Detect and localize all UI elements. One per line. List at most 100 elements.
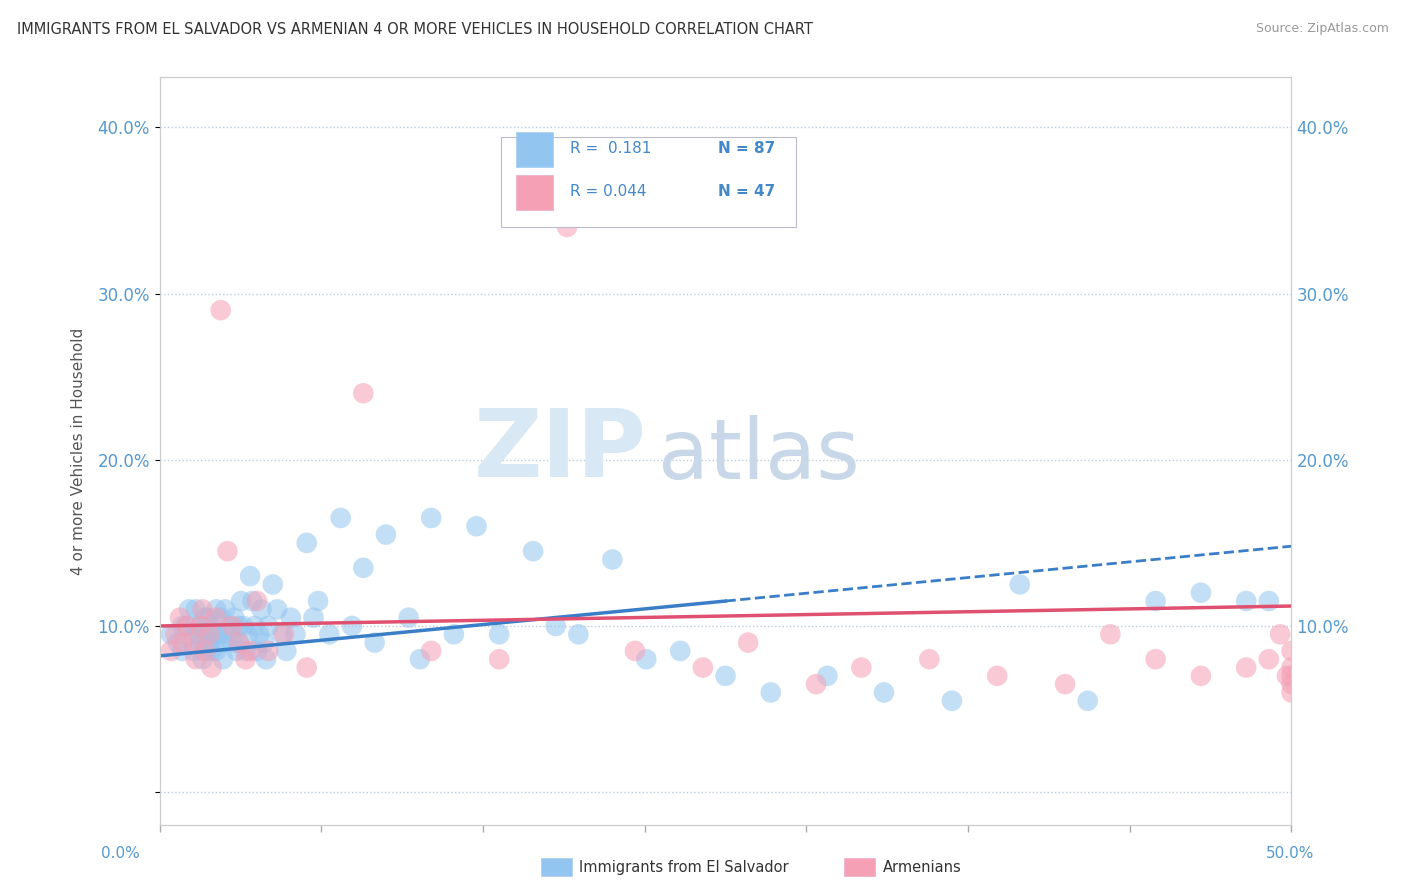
Point bbox=[262, 577, 284, 591]
Text: IMMIGRANTS FROM EL SALVADOR VS ARMENIAN 4 OR MORE VEHICLES IN HOUSEHOLD CORRELAT: IMMIGRANTS FROM EL SALVADOR VS ARMENIAN … bbox=[17, 22, 813, 37]
Point bbox=[228, 635, 250, 649]
Point bbox=[257, 619, 280, 633]
Point bbox=[176, 619, 198, 633]
Point bbox=[352, 561, 374, 575]
Point bbox=[246, 594, 269, 608]
Point bbox=[1189, 586, 1212, 600]
Point bbox=[488, 627, 510, 641]
Point bbox=[229, 594, 252, 608]
Point bbox=[191, 602, 214, 616]
Point bbox=[239, 569, 262, 583]
Point bbox=[183, 635, 205, 649]
Point bbox=[409, 652, 432, 666]
Point bbox=[236, 627, 259, 641]
FancyBboxPatch shape bbox=[516, 132, 554, 167]
Point bbox=[1099, 627, 1122, 641]
Point bbox=[851, 660, 873, 674]
Point bbox=[172, 635, 194, 649]
Text: Source: ZipAtlas.com: Source: ZipAtlas.com bbox=[1256, 22, 1389, 36]
Point bbox=[176, 619, 198, 633]
Point bbox=[1281, 677, 1303, 691]
Point bbox=[191, 652, 214, 666]
Point bbox=[184, 602, 207, 616]
Point bbox=[1275, 669, 1298, 683]
Point bbox=[253, 635, 276, 649]
Point bbox=[873, 685, 896, 699]
Text: R =  0.181: R = 0.181 bbox=[571, 141, 652, 156]
Point bbox=[941, 694, 963, 708]
Point bbox=[188, 619, 211, 633]
Point bbox=[242, 594, 264, 608]
Point bbox=[257, 644, 280, 658]
Point bbox=[198, 627, 221, 641]
Point bbox=[352, 386, 374, 401]
Point bbox=[1257, 652, 1279, 666]
Point bbox=[247, 627, 270, 641]
Point bbox=[235, 644, 257, 658]
Point bbox=[160, 644, 183, 658]
Point bbox=[1257, 594, 1279, 608]
Point bbox=[986, 669, 1008, 683]
Point bbox=[184, 652, 207, 666]
Point bbox=[1268, 627, 1291, 641]
Text: N = 87: N = 87 bbox=[717, 141, 775, 156]
Point bbox=[209, 303, 232, 318]
Point bbox=[363, 635, 385, 649]
Point bbox=[804, 677, 827, 691]
Point bbox=[205, 602, 228, 616]
Point bbox=[212, 635, 235, 649]
Point bbox=[295, 660, 318, 674]
Point bbox=[194, 644, 217, 658]
Point bbox=[636, 652, 658, 666]
Point bbox=[302, 610, 325, 624]
Point bbox=[737, 635, 759, 649]
Point bbox=[183, 644, 205, 658]
Point bbox=[624, 644, 647, 658]
Point bbox=[228, 619, 250, 633]
Point bbox=[246, 644, 269, 658]
Point bbox=[1281, 669, 1303, 683]
Point bbox=[375, 527, 398, 541]
Point bbox=[1234, 594, 1257, 608]
Point bbox=[207, 627, 229, 641]
Point bbox=[1144, 652, 1167, 666]
FancyBboxPatch shape bbox=[516, 175, 554, 210]
Point bbox=[714, 669, 737, 683]
Point bbox=[202, 627, 225, 641]
Point bbox=[172, 644, 194, 658]
Point bbox=[318, 627, 340, 641]
Point bbox=[1077, 694, 1099, 708]
Point bbox=[465, 519, 488, 533]
Point bbox=[166, 635, 188, 649]
Point bbox=[172, 619, 194, 633]
Point bbox=[273, 627, 295, 641]
Point bbox=[270, 627, 292, 641]
Point bbox=[1281, 660, 1303, 674]
Point bbox=[239, 644, 262, 658]
Text: ZIP: ZIP bbox=[474, 406, 647, 498]
Point bbox=[295, 536, 318, 550]
Text: atlas: atlas bbox=[658, 415, 859, 496]
Text: R = 0.044: R = 0.044 bbox=[571, 185, 647, 200]
Point bbox=[266, 602, 288, 616]
Point bbox=[602, 552, 624, 566]
Text: N = 47: N = 47 bbox=[717, 185, 775, 200]
Point bbox=[815, 669, 838, 683]
Point bbox=[488, 652, 510, 666]
Text: Immigrants from El Salvador: Immigrants from El Salvador bbox=[579, 860, 789, 874]
Point bbox=[1281, 685, 1303, 699]
Point bbox=[420, 644, 443, 658]
Point bbox=[307, 594, 329, 608]
Point bbox=[567, 627, 589, 641]
Point bbox=[217, 544, 239, 558]
Point bbox=[228, 635, 250, 649]
Point bbox=[340, 619, 363, 633]
Point bbox=[284, 627, 307, 641]
Point bbox=[918, 652, 941, 666]
Text: 0.0%: 0.0% bbox=[101, 847, 141, 861]
Point bbox=[218, 619, 240, 633]
Point bbox=[1054, 677, 1077, 691]
Point bbox=[205, 644, 228, 658]
Point bbox=[195, 610, 218, 624]
Point bbox=[329, 511, 352, 525]
